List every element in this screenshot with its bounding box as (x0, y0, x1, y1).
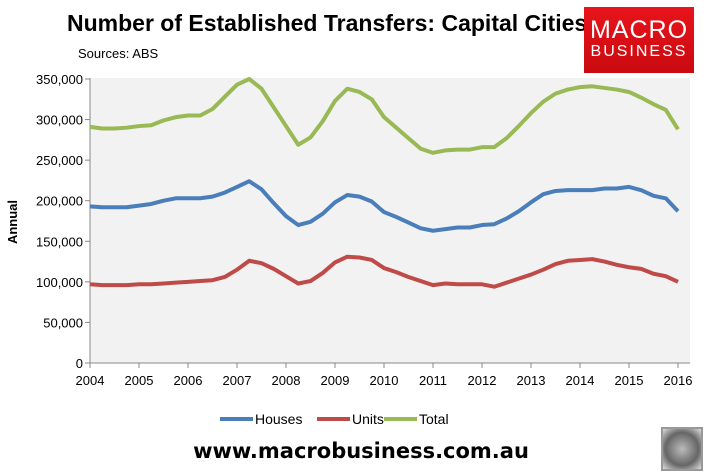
x-tick-label: 2015 (615, 373, 644, 388)
y-axis-label: Annual (5, 200, 20, 244)
plot-area (90, 78, 690, 363)
legend-label-houses: Houses (255, 411, 302, 427)
legend-label-units: Units (352, 411, 384, 427)
y-tick-label: 350,000 (36, 72, 83, 87)
x-tick-label: 2008 (272, 373, 301, 388)
logo-line2: BUSINESS (590, 43, 688, 60)
x-tick-label: 2005 (125, 373, 154, 388)
website-url: www.macrobusiness.com.au (193, 439, 529, 463)
x-tick-label: 2004 (76, 373, 105, 388)
x-tick-label: 2009 (321, 373, 350, 388)
y-tick-label: 0 (76, 356, 83, 371)
y-tick-label: 50,000 (43, 315, 83, 330)
wolf-logo-image (661, 427, 703, 471)
logo-line1: MACRO (589, 16, 689, 44)
y-tick-label: 200,000 (36, 194, 83, 209)
x-tick-label: 2010 (370, 373, 399, 388)
legend-label-total: Total (419, 411, 449, 427)
x-tick-label: 2016 (664, 373, 693, 388)
x-tick-label: 2011 (419, 373, 447, 388)
x-tick-label: 2006 (174, 373, 203, 388)
chart-title: Number of Established Transfers: Capital… (67, 10, 588, 36)
y-tick-label: 300,000 (36, 113, 83, 128)
series-line-total (89, 77, 680, 155)
y-tick-label: 250,000 (36, 153, 83, 168)
chart-subtitle: Sources: ABS (78, 46, 159, 61)
series-line-units (89, 254, 679, 289)
macrobusiness-logo: MACRO BUSINESS (584, 7, 694, 73)
x-tick-label: 2013 (517, 373, 546, 388)
series-line-houses (89, 179, 680, 233)
x-tick-label: 2012 (468, 373, 497, 388)
x-tick-label: 2007 (223, 373, 252, 388)
y-tick-label: 150,000 (36, 234, 83, 249)
x-tick-label: 2014 (566, 373, 595, 388)
y-tick-label: 100,000 (36, 275, 83, 290)
